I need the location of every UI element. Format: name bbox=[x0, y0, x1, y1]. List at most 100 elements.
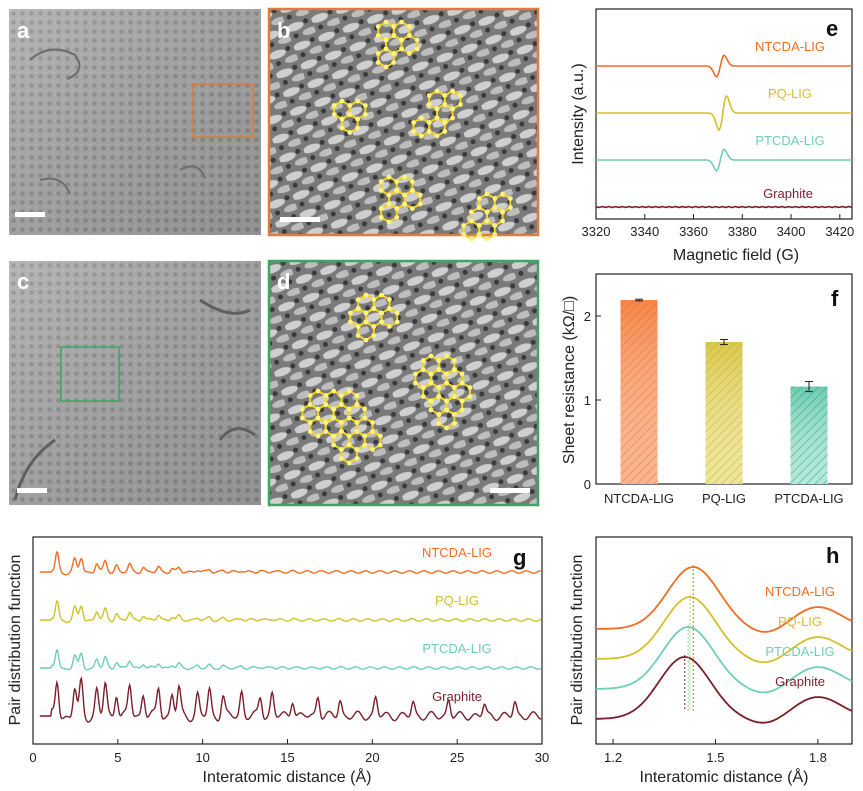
carbon-atom bbox=[323, 393, 329, 398]
y-tick-label: 1 bbox=[584, 393, 591, 408]
carbon-atom bbox=[461, 223, 467, 228]
carbon-atom bbox=[394, 179, 400, 184]
carbon-atom bbox=[484, 218, 490, 224]
x-tick-label: 3400 bbox=[777, 224, 806, 239]
x-tick-label: 0 bbox=[29, 750, 36, 765]
carbon-atom bbox=[354, 456, 360, 461]
series-label-graphite: Graphite bbox=[763, 186, 813, 201]
zoom-box-d bbox=[60, 346, 120, 402]
series-label-graphite: Graphite bbox=[432, 689, 482, 704]
carbon-atom bbox=[399, 46, 404, 52]
carbon-atom bbox=[426, 129, 432, 134]
x-tick-label: 3420 bbox=[825, 224, 854, 239]
series-label-ntcda-lig: NTCDA-LIG bbox=[755, 39, 825, 54]
x-tick-label: 3320 bbox=[582, 224, 611, 239]
carbon-atom bbox=[346, 442, 352, 448]
x-tick-label: 1.8 bbox=[809, 750, 827, 765]
carbon-atom bbox=[307, 402, 313, 407]
x-tick-label: 1.2 bbox=[604, 750, 622, 765]
carbon-atom bbox=[442, 93, 448, 98]
carbon-atom bbox=[476, 205, 482, 210]
carbon-atom bbox=[386, 192, 392, 198]
pdf-series-group-g bbox=[39, 550, 542, 723]
scale-bar-b bbox=[280, 217, 320, 222]
carbon-atom bbox=[378, 179, 384, 184]
carbon-atom bbox=[394, 310, 400, 316]
carbon-atom bbox=[451, 394, 457, 399]
carbon-atom bbox=[414, 37, 420, 43]
carbon-atom bbox=[428, 380, 434, 386]
carbon-atom bbox=[377, 442, 383, 448]
pdf-line-graphite bbox=[39, 676, 542, 723]
y-tick-label: 0 bbox=[584, 477, 591, 492]
x-tick-label: 3380 bbox=[728, 224, 757, 239]
x-tick-label: 10 bbox=[195, 750, 209, 765]
carbon-atom bbox=[420, 358, 426, 363]
panel-letter-f: f bbox=[831, 286, 839, 311]
carbon-atom bbox=[362, 103, 368, 108]
carbon-atom bbox=[451, 412, 457, 417]
carbon-atom bbox=[459, 380, 465, 386]
carbon-atom bbox=[307, 393, 313, 398]
pdf-label-group-g: NTCDA-LIG PQ-LIG PTCDA-LIG Graphite bbox=[422, 545, 492, 704]
carbon-atom bbox=[331, 406, 336, 412]
panel-letter-b: b bbox=[277, 18, 290, 43]
carbon-atom bbox=[331, 112, 337, 117]
bar-shade-pq-lig bbox=[705, 342, 743, 484]
carbon-atom bbox=[444, 353, 449, 359]
carbon-atom bbox=[315, 406, 321, 412]
hexagon-overlay-d bbox=[300, 292, 473, 466]
plot-frame-h bbox=[595, 536, 853, 745]
carbon-atom bbox=[346, 415, 352, 421]
carbon-atom bbox=[444, 371, 449, 377]
hexagon-cluster-2 bbox=[331, 98, 368, 135]
x-ticks-f: NTCDA-LIG PQ-LIG PTCDA-LIG bbox=[604, 491, 844, 506]
carbon-atom bbox=[406, 33, 412, 38]
series-label-pq-lig: PQ-LIG bbox=[768, 86, 812, 101]
carbon-atom bbox=[363, 337, 369, 343]
carbon-atom bbox=[391, 24, 397, 29]
carbon-atom bbox=[476, 232, 482, 237]
carbon-atom bbox=[315, 415, 321, 421]
carbon-atom bbox=[399, 19, 404, 25]
carbon-atom bbox=[426, 120, 432, 125]
carbon-atom bbox=[300, 415, 305, 421]
carbon-atom bbox=[363, 310, 369, 316]
carbon-atom bbox=[370, 420, 375, 425]
carbon-atom bbox=[459, 371, 465, 377]
carbon-atom bbox=[383, 37, 389, 43]
carbon-atom bbox=[459, 398, 465, 404]
carbon-atom bbox=[409, 206, 415, 211]
tem-panel-b: b bbox=[267, 7, 540, 242]
carbon-atom bbox=[375, 24, 381, 29]
panel-letter-e: e bbox=[826, 16, 838, 41]
epr-label-group: NTCDA-LIG PQ-LIG PTCDA-LIG Graphite bbox=[755, 39, 825, 201]
carbon-atom bbox=[378, 188, 384, 193]
carbon-atom bbox=[409, 179, 415, 184]
carbon-atom bbox=[411, 129, 417, 134]
pdf-detail-line-ntcda-lig bbox=[595, 566, 853, 633]
carbon-atom bbox=[307, 429, 313, 434]
carbon-atom bbox=[399, 37, 404, 43]
carbon-atom bbox=[484, 191, 490, 197]
bar-shade-ptcda-lig bbox=[790, 386, 828, 484]
carbon-atom bbox=[347, 112, 353, 117]
x-tick-label: 5 bbox=[114, 750, 121, 765]
carbon-atom bbox=[391, 51, 397, 56]
series-label-ptcda-lig: PTCDA-LIG bbox=[755, 133, 824, 148]
carbon-atom bbox=[442, 120, 448, 125]
carbon-atom bbox=[394, 206, 400, 211]
carbon-atom bbox=[451, 385, 457, 390]
carbon-atom bbox=[436, 385, 442, 390]
carbon-atom bbox=[355, 116, 360, 122]
carbon-atom bbox=[386, 297, 392, 302]
carbon-atom bbox=[338, 402, 344, 407]
carbon-atom bbox=[371, 333, 377, 338]
carbon-atom bbox=[339, 116, 345, 122]
carbon-atom bbox=[436, 394, 442, 399]
category-label-ptcda-lig: PTCDA-LIG bbox=[774, 491, 843, 506]
carbon-atom bbox=[417, 201, 423, 207]
x-tick-label: 1.5 bbox=[706, 750, 724, 765]
tem-panel-a: a bbox=[9, 9, 261, 235]
carbon-atom bbox=[428, 353, 434, 359]
